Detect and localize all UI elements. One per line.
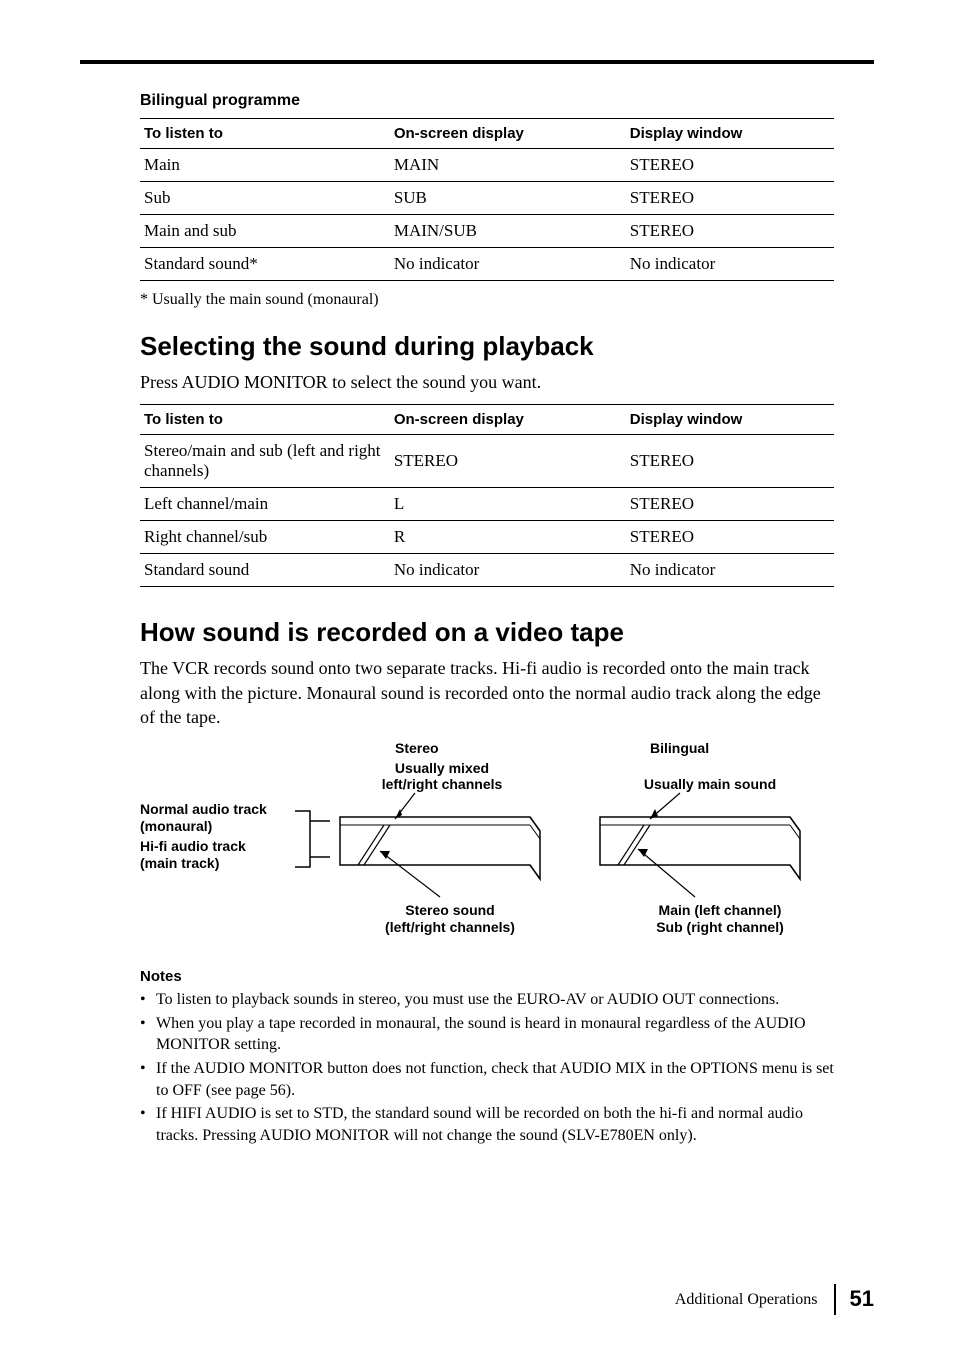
table-row: Left channel/main L STEREO (140, 488, 834, 521)
cell: Main and sub (140, 215, 390, 248)
table-row: Stereo/main and sub (left and right chan… (140, 435, 834, 488)
table-header-row: To listen to On-screen display Display w… (140, 119, 834, 149)
cell: Right channel/sub (140, 521, 390, 554)
table-row: Main and sub MAIN/SUB STEREO (140, 215, 834, 248)
col-display: Display window (626, 405, 834, 435)
col-display: Display window (626, 119, 834, 149)
table-row: Standard sound* No indicator No indicato… (140, 248, 834, 281)
cell: Main (140, 149, 390, 182)
stereo-upper-l1: Usually mixed (395, 760, 489, 776)
normal-track-l2: (monaural) (140, 818, 212, 834)
stereo-lower-l2: (left/right channels) (385, 919, 515, 935)
page-footer: Additional Operations 51 (675, 1284, 874, 1315)
cell: R (390, 521, 626, 554)
cell: No indicator (626, 248, 834, 281)
cell: No indicator (390, 248, 626, 281)
bilingual-footnote: * Usually the main sound (monaural) (140, 291, 834, 309)
cell: Standard sound (140, 554, 390, 587)
note-item: If the AUDIO MONITOR button does not fun… (140, 1058, 834, 1101)
stereo-tape (340, 793, 540, 897)
bilingual-table: To listen to On-screen display Display w… (140, 118, 834, 281)
footer-label: Additional Operations (675, 1291, 818, 1309)
col-osd: On-screen display (390, 405, 626, 435)
spacer (140, 597, 834, 617)
cell: No indicator (390, 554, 626, 587)
cell: MAIN/SUB (390, 215, 626, 248)
page-number: 51 (834, 1284, 874, 1315)
bilingual-lower-l1: Main (left channel) (659, 902, 782, 918)
bilingual-heading: Bilingual (650, 740, 709, 756)
playback-title: Selecting the sound during playback (140, 331, 834, 362)
table-header-row: To listen to On-screen display Display w… (140, 405, 834, 435)
stereo-heading: Stereo (395, 740, 439, 756)
cell: L (390, 488, 626, 521)
note-item: To listen to playback sounds in stereo, … (140, 989, 834, 1011)
col-listen: To listen to (140, 119, 390, 149)
cell: STEREO (390, 435, 626, 488)
stereo-lower-l1: Stereo sound (405, 902, 494, 918)
page: Bilingual programme To listen to On-scre… (0, 0, 954, 1355)
col-listen: To listen to (140, 405, 390, 435)
table-row: Right channel/sub R STEREO (140, 521, 834, 554)
notes-heading: Notes (140, 968, 834, 985)
cell: Stereo/main and sub (left and right chan… (140, 435, 390, 488)
tape-diagram: Stereo Bilingual Usually mixed left/righ… (140, 739, 834, 954)
hifi-track-l2: (main track) (140, 855, 219, 871)
notes-list: To listen to playback sounds in stereo, … (140, 989, 834, 1146)
content-area: Bilingual programme To listen to On-scre… (80, 92, 874, 1146)
left-bracket (295, 811, 330, 867)
stereo-upper-l2: left/right channels (382, 776, 503, 792)
bilingual-upper: Usually main sound (644, 776, 776, 792)
cell: STEREO (626, 488, 834, 521)
recorded-intro: The VCR records sound onto two separate … (140, 656, 834, 729)
playback-intro: Press AUDIO MONITOR to select the sound … (140, 370, 834, 394)
cell: Sub (140, 182, 390, 215)
cell: Left channel/main (140, 488, 390, 521)
hifi-track-l1: Hi-fi audio track (140, 838, 246, 854)
tape-svg: Stereo Bilingual Usually mixed left/righ… (140, 739, 860, 949)
recorded-title: How sound is recorded on a video tape (140, 617, 834, 648)
cell: SUB (390, 182, 626, 215)
cell: STEREO (626, 149, 834, 182)
normal-track-l1: Normal audio track (140, 801, 267, 817)
note-item: When you play a tape recorded in monaura… (140, 1013, 834, 1056)
bilingual-subheading: Bilingual programme (140, 92, 834, 110)
table-row: Main MAIN STEREO (140, 149, 834, 182)
top-rule (80, 60, 874, 64)
note-item: If HIFI AUDIO is set to STD, the standar… (140, 1103, 834, 1146)
cell: STEREO (626, 215, 834, 248)
bilingual-tape (600, 793, 800, 897)
cell: Standard sound* (140, 248, 390, 281)
cell: STEREO (626, 182, 834, 215)
playback-table: To listen to On-screen display Display w… (140, 404, 834, 587)
cell: STEREO (626, 521, 834, 554)
col-osd: On-screen display (390, 119, 626, 149)
cell: No indicator (626, 554, 834, 587)
table-row: Standard sound No indicator No indicator (140, 554, 834, 587)
table-row: Sub SUB STEREO (140, 182, 834, 215)
cell: MAIN (390, 149, 626, 182)
cell: STEREO (626, 435, 834, 488)
bilingual-lower-l2: Sub (right channel) (656, 919, 784, 935)
